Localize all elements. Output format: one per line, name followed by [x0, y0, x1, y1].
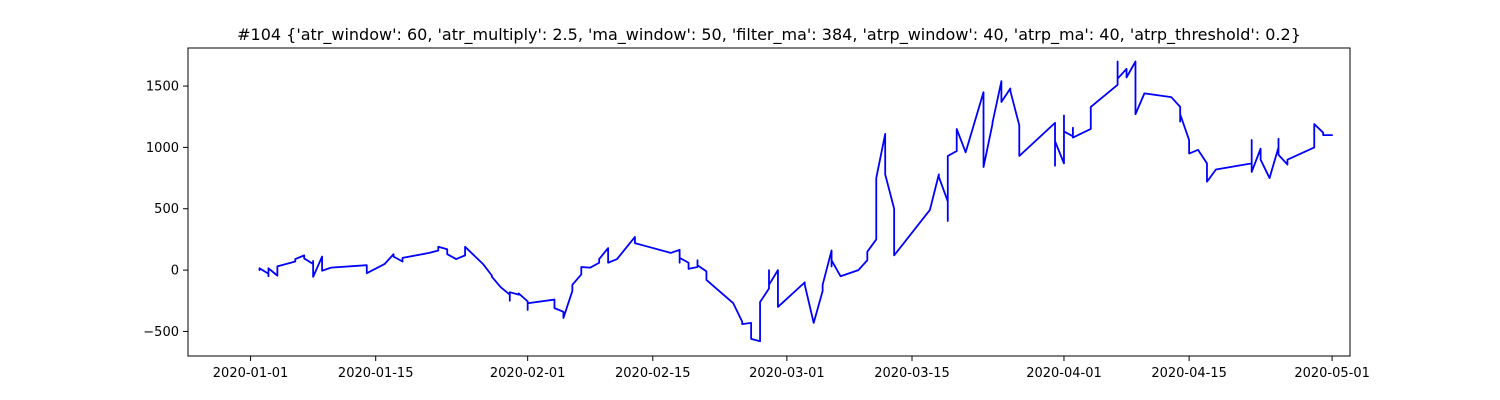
y-tick-label: 1000 [146, 141, 179, 156]
chart-title: #104 {'atr_window': 60, 'atr_multiply': … [237, 25, 1301, 45]
y-tick-label: −500 [143, 325, 179, 340]
x-tick-label: 2020-05-01 [1294, 366, 1370, 381]
x-tick-label: 2020-01-15 [338, 366, 414, 381]
plot-area [258, 60, 1334, 343]
plot-frame [187, 47, 1351, 357]
x-tick-label: 2020-02-15 [615, 366, 691, 381]
x-tick-label: 2020-04-15 [1151, 366, 1227, 381]
y-tick-label: 1500 [146, 80, 179, 95]
series-line-0 [258, 60, 1334, 343]
x-tick-label: 2020-04-01 [1026, 366, 1102, 381]
y-tick-label: 500 [154, 202, 179, 217]
x-tick-label: 2020-03-01 [749, 366, 825, 381]
x-tick-label: 2020-02-01 [490, 366, 566, 381]
axes: 2020-01-01 2020-01-15 2020-02-01 2020-02-15… [143, 47, 1370, 381]
y-tick-label: 0 [171, 264, 179, 279]
x-tick-label: 2020-01-01 [213, 366, 289, 381]
x-tick-label: 2020-03-15 [874, 366, 950, 381]
